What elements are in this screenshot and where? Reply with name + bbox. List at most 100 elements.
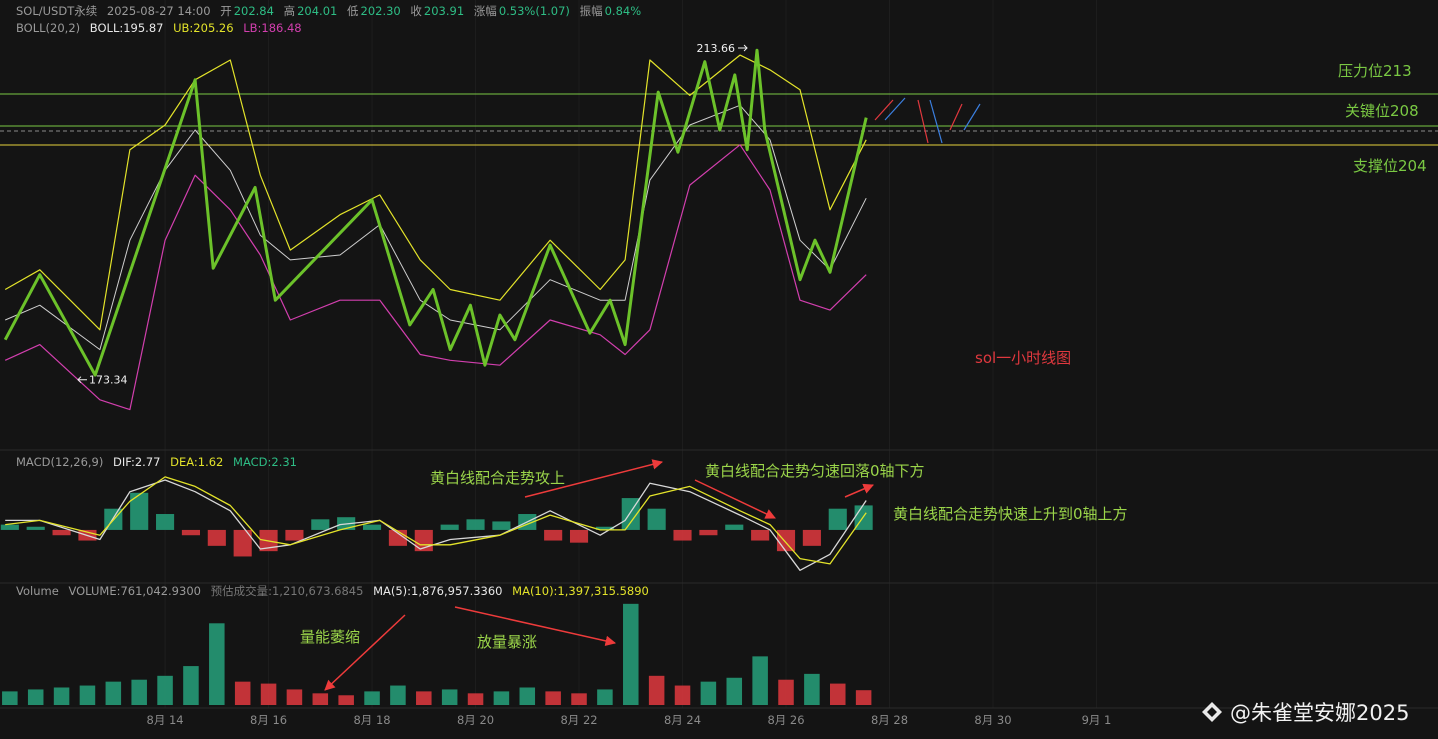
- macd-bar: [26, 526, 45, 530]
- time: 2025-08-27 14:00: [106, 4, 211, 18]
- series-line: [3, 48, 868, 377]
- macd-bar: [52, 529, 71, 536]
- volume-bar: [157, 675, 173, 705]
- volume-bar: [131, 679, 147, 705]
- volume-bar: [338, 695, 354, 705]
- volume-bar: [829, 683, 846, 705]
- annotation: 黄白线配合走势匀速回落0轴下方: [705, 462, 925, 480]
- macd-bar: [0, 524, 19, 530]
- series-line: [5, 104, 867, 351]
- watermark-icon: [1202, 702, 1222, 722]
- volume-bar: [209, 623, 225, 705]
- value: 204.01: [297, 4, 338, 18]
- macd-bar: [751, 529, 770, 541]
- annotation: 黄白线配合走势攻上: [430, 469, 566, 487]
- volume-bar: [416, 691, 432, 705]
- macd-bar: [647, 508, 666, 530]
- volume-bar: [623, 603, 639, 705]
- annotation: 放量暴涨: [477, 633, 538, 651]
- label: 收: [410, 4, 422, 18]
- volume-bar: [597, 689, 613, 705]
- indicator-value: 预估成交量:1,210,673.6845: [210, 584, 364, 598]
- indicator-value: MA(10):1,397,315.5890: [512, 584, 649, 598]
- volume-bar: [700, 681, 717, 705]
- volume-bar: [441, 689, 458, 705]
- value: 203.91: [423, 4, 465, 18]
- label: 高: [283, 4, 296, 18]
- indicator-value: MA(5):1,876,957.3360: [373, 584, 503, 598]
- volume-bar: [493, 691, 510, 705]
- x-tick-label: 8月 18: [353, 713, 390, 727]
- level-label: 支撑位204: [1353, 157, 1427, 175]
- chart-note: sol一小时线图: [975, 349, 1072, 367]
- volume-bar: [855, 690, 872, 705]
- min-label: 173.34: [89, 374, 128, 387]
- volume-bar: [390, 685, 406, 705]
- x-tick-label: 8月 26: [767, 713, 804, 727]
- macd-bar: [544, 529, 563, 541]
- min-arrow: [77, 376, 87, 384]
- volume-bar: [53, 687, 70, 705]
- volume-bar: [2, 691, 18, 705]
- indicator-value: LB:186.48: [243, 21, 302, 35]
- watermark: @朱雀堂安娜2025: [1230, 701, 1409, 725]
- x-tick-label: 8月 20: [457, 713, 494, 727]
- macd-bar: [156, 514, 175, 530]
- macd-bar: [285, 529, 304, 541]
- indicator-name: MACD(12,26,9): [16, 455, 104, 469]
- x-tick-label: 8月 28: [871, 713, 908, 727]
- volume-bar: [571, 693, 587, 705]
- value: 0.84%: [604, 4, 642, 18]
- macd-bar: [466, 519, 485, 530]
- macd-bar: [440, 524, 459, 530]
- value: 202.84: [233, 4, 274, 18]
- volume-bar: [778, 679, 794, 705]
- value: 202.30: [360, 4, 401, 18]
- series-line: [4, 144, 867, 411]
- macd-bar: [725, 524, 744, 530]
- x-tick-label: 8月 30: [974, 713, 1011, 727]
- macd-bar: [595, 526, 614, 530]
- level-label: 压力位213: [1338, 62, 1412, 80]
- x-tick-label: 8月 22: [560, 713, 597, 727]
- macd-bar: [233, 529, 252, 557]
- max-arrow: [738, 44, 748, 52]
- volume-bar: [804, 673, 820, 705]
- macd-bar: [828, 508, 847, 530]
- level-label: 关键位208: [1345, 102, 1419, 120]
- volume-bar: [467, 693, 484, 705]
- annotation: 黄白线配合走势快速上升到0轴上方: [893, 505, 1128, 523]
- volume-bar: [726, 677, 743, 705]
- macd-bar: [673, 529, 692, 541]
- indicator-value: UB:205.26: [173, 21, 234, 35]
- indicator-value: DIF:2.77: [113, 455, 161, 469]
- indicator-name: BOLL(20,2): [16, 21, 81, 35]
- indicator-name: Volume: [16, 584, 59, 598]
- macd-bar: [311, 519, 330, 530]
- macd-bar: [776, 529, 796, 552]
- label: 涨幅: [473, 4, 497, 18]
- label: 开: [220, 4, 232, 18]
- volume-bar: [545, 691, 561, 705]
- boll-header: BOLL(20,2) BOLL:195.87 UB:205.26 LB:186.…: [16, 21, 308, 35]
- volume-bar: [183, 666, 199, 705]
- x-tick-label: 8月 14: [147, 713, 184, 727]
- symbol: SOL/USDT永续: [16, 4, 98, 18]
- value: 0.53%(1.07): [498, 4, 570, 18]
- max-label: 213.66: [697, 42, 736, 55]
- x-tick-label: 8月 16: [250, 713, 287, 727]
- volume-bar: [27, 689, 44, 705]
- indicator-value: VOLUME:761,042.9300: [68, 584, 201, 598]
- volume-bar: [364, 691, 380, 705]
- x-tick-label: 9月 1: [1082, 713, 1112, 727]
- indicator-value: MACD:2.31: [233, 455, 297, 469]
- projection-strokes: [874, 97, 981, 144]
- macd-bar: [362, 524, 382, 530]
- volume-bar: [312, 693, 329, 705]
- macd-bar: [181, 529, 200, 536]
- label: 振幅: [579, 4, 603, 18]
- indicator-value: DEA:1.62: [170, 455, 224, 469]
- volume-bar: [260, 683, 277, 705]
- volume-bar: [752, 656, 768, 705]
